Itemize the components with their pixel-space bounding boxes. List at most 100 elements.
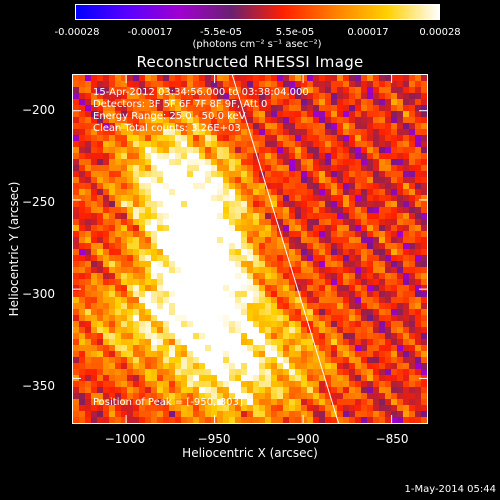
heatmap-cell	[415, 357, 421, 363]
heatmap-cell	[229, 351, 235, 357]
heatmap-cell	[151, 243, 157, 249]
heatmap-cell	[319, 177, 325, 183]
heatmap-cell	[127, 171, 133, 177]
heatmap-cell	[85, 267, 91, 273]
heatmap-cell	[307, 153, 313, 159]
heatmap-cell	[223, 81, 229, 87]
heatmap-cell	[121, 231, 127, 237]
heatmap-cell	[361, 105, 367, 111]
heatmap-cell	[313, 327, 319, 333]
heatmap-cell	[235, 153, 241, 159]
heatmap-cell	[313, 273, 319, 279]
heatmap-cell	[115, 369, 121, 375]
heatmap-cell	[103, 201, 109, 207]
heatmap-cell	[193, 345, 199, 351]
heatmap-cell	[379, 291, 385, 297]
heatmap-cell	[391, 393, 397, 399]
colorbar-unit-label: (photons cm⁻² s⁻¹ asec⁻²)	[192, 39, 322, 50]
heatmap-cell	[385, 159, 391, 165]
heatmap-cell	[295, 303, 301, 309]
heatmap-cell	[193, 261, 199, 267]
heatmap-cell	[217, 387, 223, 393]
heatmap-cell	[241, 363, 247, 369]
heatmap-cell	[187, 381, 193, 387]
heatmap-cell	[247, 255, 253, 261]
heatmap-cell	[319, 267, 325, 273]
heatmap-cell	[163, 387, 169, 393]
heatmap-cell	[409, 231, 415, 237]
heatmap-cell	[79, 345, 85, 351]
heatmap-cell	[247, 93, 253, 99]
heatmap-cell	[319, 357, 325, 363]
heatmap-cell	[343, 261, 349, 267]
heatmap-cell	[235, 255, 241, 261]
heatmap-cell	[109, 255, 115, 261]
heatmap-cell	[331, 339, 337, 345]
heatmap-cell	[199, 237, 205, 243]
heatmap-cell	[217, 93, 223, 99]
heatmap-cell	[103, 345, 109, 351]
heatmap-cell	[349, 405, 355, 411]
heatmap-cell	[85, 99, 91, 105]
heatmap-cell	[145, 183, 151, 189]
heatmap-cell	[319, 327, 325, 333]
heatmap-cell	[211, 171, 217, 177]
heatmap-cell	[175, 129, 181, 135]
heatmap-cell	[145, 141, 151, 147]
heatmap-cell	[301, 123, 307, 129]
heatmap-cell	[235, 345, 241, 351]
heatmap-cell	[229, 99, 235, 105]
heatmap-cell	[199, 165, 205, 171]
heatmap-cell	[73, 201, 79, 207]
heatmap-cell	[313, 135, 319, 141]
heatmap-cell	[331, 291, 337, 297]
heatmap-cell	[199, 117, 205, 123]
heatmap-cell	[73, 405, 79, 411]
heatmap-cell	[79, 177, 85, 183]
heatmap-cell	[313, 357, 319, 363]
heatmap-cell	[373, 165, 379, 171]
heatmap-cell	[109, 333, 115, 339]
heatmap-cell	[139, 165, 145, 171]
heatmap-cell	[391, 297, 397, 303]
heatmap-cell	[253, 249, 259, 255]
heatmap-cell	[121, 291, 127, 297]
heatmap-cell	[319, 291, 325, 297]
heatmap-cell	[277, 129, 283, 135]
heatmap-cell	[247, 363, 253, 369]
heatmap-cell	[139, 339, 145, 345]
heatmap-cell	[265, 99, 271, 105]
heatmap-cell	[349, 153, 355, 159]
heatmap-cell	[319, 183, 325, 189]
heatmap-cell	[409, 351, 415, 357]
heatmap-cell	[289, 207, 295, 213]
heatmap-cell	[421, 75, 427, 81]
heatmap-cell	[109, 243, 115, 249]
heatmap-cell	[343, 105, 349, 111]
heatmap-cell	[325, 81, 331, 87]
heatmap-cell	[229, 177, 235, 183]
heatmap-cell	[85, 189, 91, 195]
heatmap-cell	[379, 183, 385, 189]
heatmap-cell	[379, 381, 385, 387]
heatmap-cell	[385, 117, 391, 123]
heatmap-cell	[409, 87, 415, 93]
heatmap-cell	[235, 351, 241, 357]
heatmap-cell	[271, 357, 277, 363]
heatmap-cell	[277, 327, 283, 333]
heatmap-cell	[85, 273, 91, 279]
heatmap-cell	[103, 417, 109, 423]
heatmap-cell	[247, 345, 253, 351]
heatmap-cell	[289, 393, 295, 399]
heatmap-cell	[151, 99, 157, 105]
heatmap-cell	[229, 399, 235, 405]
heatmap-cell	[241, 405, 247, 411]
heatmap-cell	[283, 405, 289, 411]
heatmap-cell	[277, 225, 283, 231]
heatmap-cell	[391, 219, 397, 225]
heatmap-cell	[349, 237, 355, 243]
heatmap-cell	[283, 369, 289, 375]
heatmap-cell	[253, 147, 259, 153]
heatmap-cell	[337, 393, 343, 399]
heatmap-cell	[103, 105, 109, 111]
